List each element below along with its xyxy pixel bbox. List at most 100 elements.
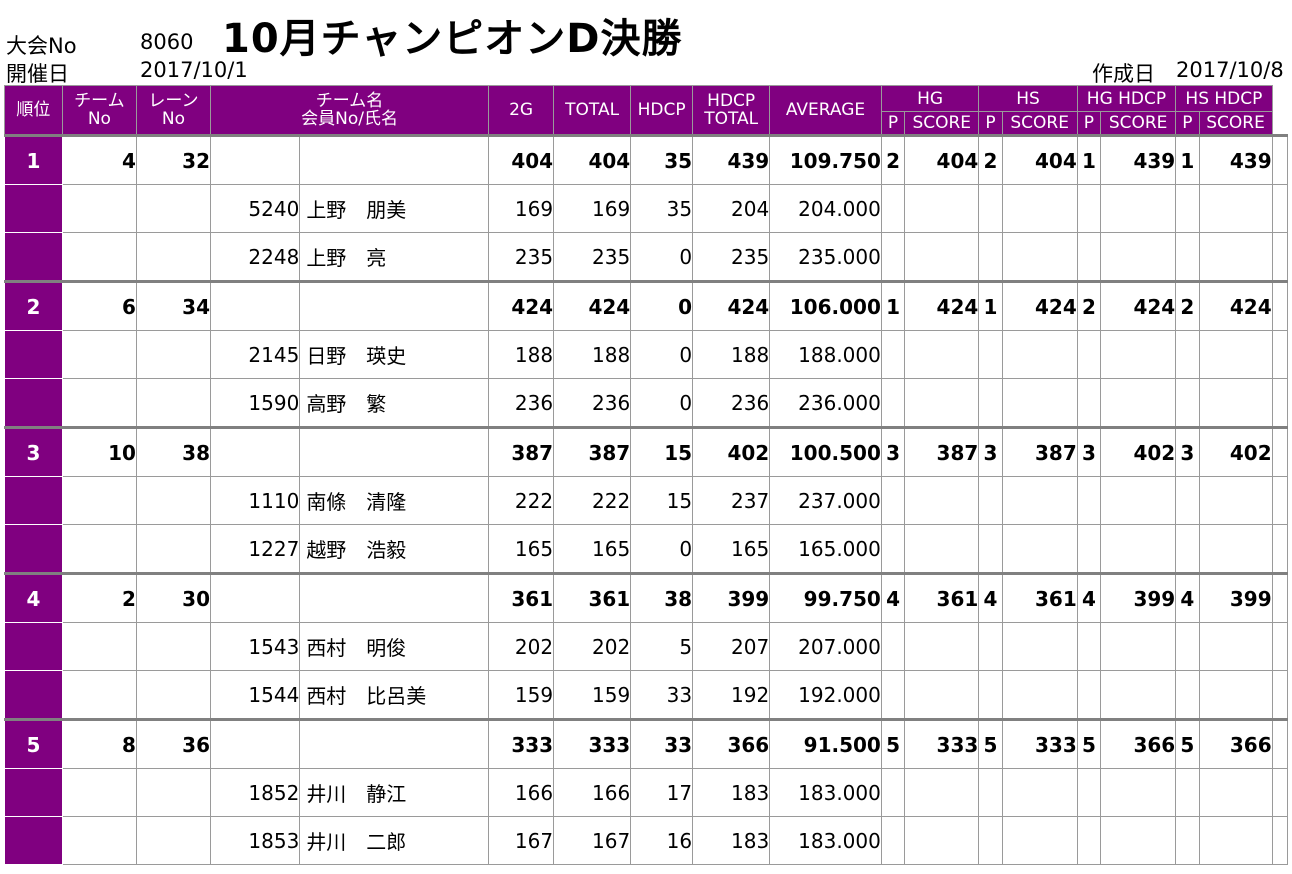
empty-cell xyxy=(1001,622,1078,671)
team-name-cell xyxy=(299,426,490,477)
header-2g: 2G xyxy=(488,85,555,136)
hg-hdcp-score-cell: 424 xyxy=(1100,280,1177,331)
empty-cell xyxy=(978,330,1003,379)
average-cell: 188.000 xyxy=(769,330,882,379)
empty-cell xyxy=(1198,622,1273,671)
team-name-cell xyxy=(299,280,490,331)
g2-cell: 222 xyxy=(488,476,555,525)
hdcp-cell: 33 xyxy=(630,670,694,720)
spacer-cell xyxy=(1271,524,1289,574)
empty-cell xyxy=(1076,476,1102,525)
member-row: 1110 南條 清隆 222 222 15 237 237.000 xyxy=(4,476,1289,525)
lane-no-cell xyxy=(135,330,212,379)
empty-cell xyxy=(1076,768,1102,817)
hdcp-cell: 5 xyxy=(630,622,694,671)
total-cell: 361 xyxy=(553,572,632,623)
empty-cell xyxy=(978,622,1003,671)
member-no-cell: 5240 xyxy=(209,184,301,233)
hg-score-cell: 387 xyxy=(904,426,980,477)
g2-cell: 188 xyxy=(488,330,555,379)
lane-no-cell: 36 xyxy=(135,718,212,769)
spacer-cell xyxy=(1271,622,1289,671)
header-p: P xyxy=(880,111,906,136)
spacer-cell xyxy=(1271,670,1289,720)
hs-hdcp-score-cell: 439 xyxy=(1198,134,1273,185)
empty-cell xyxy=(1100,232,1177,282)
rank-cell xyxy=(4,232,63,282)
team-row: 2 6 34 424 424 0 424 106.000 1 424 1 424 2 424 2 424 xyxy=(4,280,1289,331)
average-cell: 237.000 xyxy=(769,476,882,525)
empty-cell xyxy=(1198,330,1273,379)
hg-hdcp-score-cell: 402 xyxy=(1100,426,1177,477)
member-name-cell: 高野 繁 xyxy=(299,378,490,428)
hdcp-cell: 0 xyxy=(630,280,694,331)
hdcp-total-cell: 188 xyxy=(692,330,771,379)
member-no-cell: 1110 xyxy=(209,476,301,525)
g2-cell: 167 xyxy=(488,816,555,865)
empty-cell xyxy=(1100,330,1177,379)
rank-cell xyxy=(4,816,63,865)
hdcp-cell: 16 xyxy=(630,816,694,865)
member-name-cell: 西村 比呂美 xyxy=(299,670,490,720)
g2-cell: 424 xyxy=(488,280,555,331)
header-hs-hdcp: HS HDCP xyxy=(1175,85,1273,112)
header-score: SCORE xyxy=(904,111,980,136)
member-name-cell: 越野 浩毅 xyxy=(299,524,490,574)
hg-hdcp-p-cell: 4 xyxy=(1076,572,1102,623)
empty-cell xyxy=(1076,524,1102,574)
empty-cell xyxy=(1100,622,1177,671)
empty-cell xyxy=(1001,768,1078,817)
tournament-no-label: 大会No xyxy=(6,34,77,58)
g2-cell: 159 xyxy=(488,670,555,720)
lane-no-cell xyxy=(135,378,212,428)
empty-cell xyxy=(904,330,980,379)
header-hs: HS xyxy=(978,85,1078,112)
member-no-cell: 1227 xyxy=(209,524,301,574)
rank-cell: 3 xyxy=(4,426,63,477)
header-hdcp-total: HDCP TOTAL xyxy=(692,85,771,136)
member-no-cell: 2248 xyxy=(209,232,301,282)
member-row: 5240 上野 朋美 169 169 35 204 204.000 xyxy=(4,184,1289,233)
g2-cell: 404 xyxy=(488,134,555,185)
hs-hdcp-p-cell: 5 xyxy=(1175,718,1200,769)
team-row: 4 2 30 361 361 38 399 99.750 4 361 4 361 4 399 4 399 xyxy=(4,572,1289,623)
team-row: 5 8 36 333 333 33 366 91.500 5 333 5 333 5 366 5 366 xyxy=(4,718,1289,769)
member-row: 1852 井川 静江 166 166 17 183 183.000 xyxy=(4,768,1289,817)
hg-p-cell: 5 xyxy=(880,718,906,769)
hg-hdcp-score-cell: 439 xyxy=(1100,134,1177,185)
results-body: 1 4 32 404 404 35 439 109.750 2 404 2 404 1 439 1 439 52… xyxy=(4,134,1289,865)
hdcp-total-cell: 237 xyxy=(692,476,771,525)
member-name-cell: 上野 朋美 xyxy=(299,184,490,233)
member-no-cell: 1852 xyxy=(209,768,301,817)
rank-cell xyxy=(4,524,63,574)
lane-no-cell xyxy=(135,670,212,720)
date-label: 開催日 xyxy=(6,62,69,86)
hdcp-total-cell: 235 xyxy=(692,232,771,282)
empty-cell xyxy=(1076,232,1102,282)
hdcp-cell: 0 xyxy=(630,378,694,428)
empty-cell xyxy=(1100,476,1177,525)
empty-cell xyxy=(1076,330,1102,379)
hg-score-cell: 424 xyxy=(904,280,980,331)
header-spacer xyxy=(1272,85,1288,136)
team-no-cell: 8 xyxy=(61,718,137,769)
team-no-cell xyxy=(61,330,137,379)
team-no-cell: 2 xyxy=(61,572,137,623)
total-cell: 166 xyxy=(553,768,632,817)
empty-cell xyxy=(1100,816,1177,865)
header-hg: HG xyxy=(880,85,980,112)
team-row: 3 10 38 387 387 15 402 100.500 3 387 3 387 3 402 3 402 xyxy=(4,426,1289,477)
rank-cell: 5 xyxy=(4,718,63,769)
header-hg-hdcp: HG HDCP xyxy=(1076,85,1177,112)
empty-cell xyxy=(1198,524,1273,574)
average-cell: 183.000 xyxy=(769,768,882,817)
spacer-cell xyxy=(1271,768,1289,817)
header-p: P xyxy=(978,111,1003,136)
rank-cell xyxy=(4,330,63,379)
header-score: SCORE xyxy=(1100,111,1177,136)
empty-cell xyxy=(1175,184,1200,233)
member-row: 2145 日野 瑛史 188 188 0 188 188.000 xyxy=(4,330,1289,379)
hg-score-cell: 361 xyxy=(904,572,980,623)
empty-cell xyxy=(978,378,1003,428)
hdcp-total-cell: 165 xyxy=(692,524,771,574)
